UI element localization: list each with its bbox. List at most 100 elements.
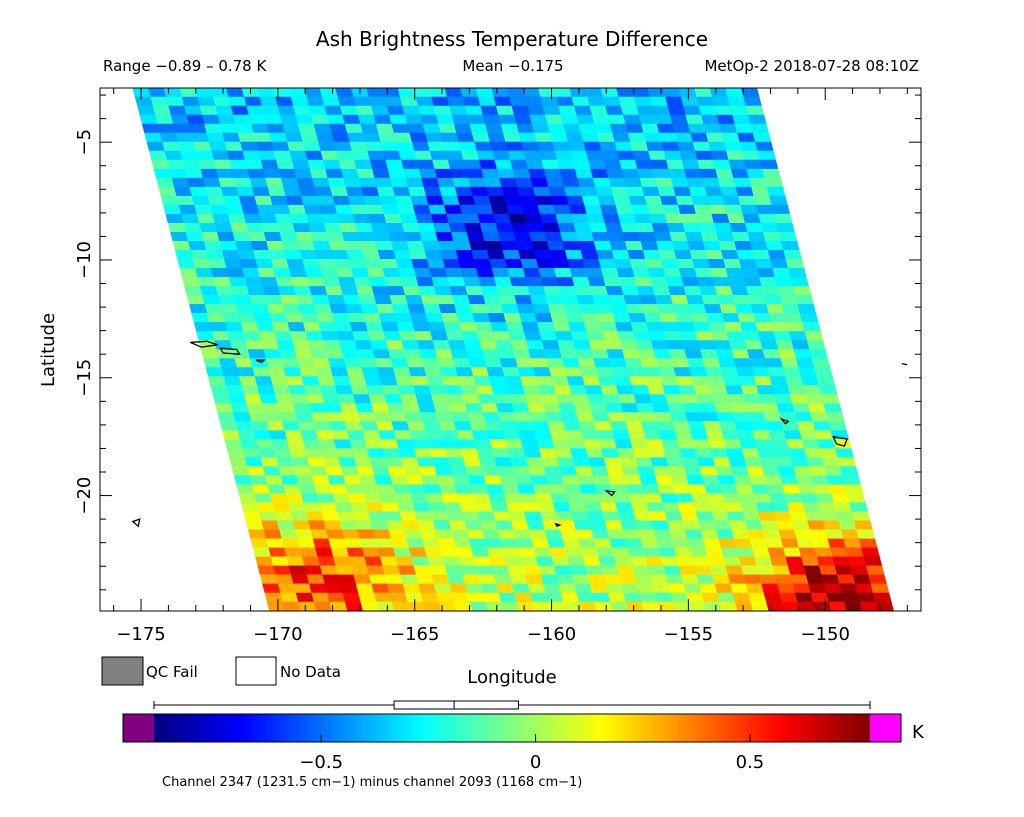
heatmap-cell	[507, 448, 527, 459]
heatmap-cell	[403, 466, 422, 477]
heatmap-cell	[353, 96, 372, 107]
heatmap-cell	[462, 394, 481, 404]
heatmap-cell	[441, 493, 461, 504]
heatmap-cell	[614, 141, 634, 152]
heatmap-cell	[595, 547, 615, 558]
colorbar-segment	[638, 714, 643, 742]
heatmap-cell	[418, 168, 438, 179]
heatmap-cell	[749, 241, 769, 251]
colorbar-segment	[858, 714, 863, 742]
heatmap-cell	[273, 448, 293, 459]
heatmap-cell	[642, 186, 661, 197]
heatmap-cell	[316, 195, 336, 206]
heatmap-cell	[480, 286, 500, 296]
heatmap-cell	[760, 223, 780, 233]
heatmap-cell	[549, 132, 569, 143]
heatmap-cell	[531, 241, 551, 251]
heatmap-cell	[402, 286, 422, 296]
heatmap-cell	[438, 421, 457, 432]
heatmap-cell	[352, 511, 372, 522]
heatmap-cell	[811, 358, 831, 368]
heatmap-cell	[287, 141, 306, 152]
heatmap-cell	[309, 466, 329, 477]
heatmap-cell	[363, 195, 383, 206]
x-axis: −175 −170 −165 −160 −155 −150	[113, 88, 908, 645]
island-outline	[131, 518, 141, 528]
heatmap-cell	[283, 367, 303, 377]
heatmap-cell	[752, 132, 772, 143]
heatmap-cell	[514, 592, 533, 603]
heatmap-cell	[524, 511, 543, 522]
heatmap-cell	[529, 412, 549, 422]
colorbar-segment	[834, 714, 839, 742]
heatmap-cell	[768, 430, 787, 441]
heatmap-cell	[452, 358, 472, 368]
heatmap-cell	[339, 520, 358, 531]
heatmap-cell	[384, 277, 404, 287]
heatmap-cell	[787, 565, 807, 576]
heatmap-cell	[451, 412, 471, 422]
heatmap-cell	[205, 367, 225, 377]
heatmap-cell	[322, 96, 341, 107]
heatmap-cell	[227, 331, 247, 341]
heatmap-cell	[812, 601, 832, 611]
heatmap-cell	[636, 286, 656, 296]
heatmap-cell	[794, 529, 813, 540]
colorbar-segment	[310, 714, 315, 742]
heatmap-cell	[741, 565, 760, 576]
heatmap-cell	[364, 258, 384, 269]
heatmap-cell	[758, 511, 777, 522]
heatmap-cell	[513, 114, 533, 125]
x-tick-label: −160	[527, 624, 576, 645]
heatmap-cell	[733, 358, 753, 368]
heatmap-cell	[674, 250, 693, 260]
heatmap-cell	[700, 232, 720, 242]
heatmap-cell	[436, 592, 455, 603]
heatmap-cell	[236, 367, 256, 377]
heatmap-cell	[717, 295, 736, 305]
heatmap-cell	[520, 258, 540, 269]
colorbar-segment	[658, 714, 663, 742]
heatmap-cell	[674, 430, 694, 441]
heatmap-cell	[420, 114, 440, 125]
heatmap-cell	[616, 565, 635, 576]
heatmap-cell	[586, 213, 606, 224]
heatmap-cell	[463, 340, 483, 350]
heatmap-cell	[460, 565, 479, 576]
heatmap-cell	[479, 340, 498, 350]
heatmap-cell	[252, 186, 271, 197]
heatmap-cell	[645, 258, 664, 269]
heatmap-cell	[260, 159, 280, 170]
heatmap-cell	[483, 295, 502, 305]
heatmap-cell	[220, 186, 240, 197]
heatmap-cell	[389, 592, 409, 603]
colorbar-segment	[186, 714, 191, 742]
heatmap-cell	[489, 556, 508, 567]
heatmap-cell	[275, 394, 294, 404]
heatmap-cell	[658, 430, 678, 441]
heatmap-cell	[610, 186, 630, 197]
heatmap-cell	[653, 232, 673, 242]
heatmap-cell	[274, 511, 294, 522]
heatmap-cell	[786, 322, 806, 332]
heatmap-cell	[248, 232, 267, 242]
heatmap-cell	[532, 484, 552, 495]
heatmap-cell	[638, 529, 657, 540]
heatmap-cell	[300, 430, 319, 441]
heatmap-cell	[559, 168, 578, 179]
heatmap-cell	[703, 601, 723, 611]
heatmap-cell	[574, 466, 594, 477]
heatmap-cell	[342, 114, 362, 125]
heatmap-cell	[759, 159, 779, 170]
heatmap-cell	[738, 376, 758, 386]
heatmap-cell	[383, 511, 403, 522]
heatmap-cell	[761, 403, 780, 413]
colorbar-segment	[542, 714, 547, 742]
colorbar-segment	[546, 714, 551, 742]
heatmap-cell	[478, 457, 498, 468]
heatmap-cell	[283, 186, 302, 197]
heatmap-cell	[351, 150, 371, 161]
heatmap-cell	[681, 457, 701, 468]
heatmap-cell	[298, 186, 318, 197]
heatmap-cell	[496, 583, 515, 594]
